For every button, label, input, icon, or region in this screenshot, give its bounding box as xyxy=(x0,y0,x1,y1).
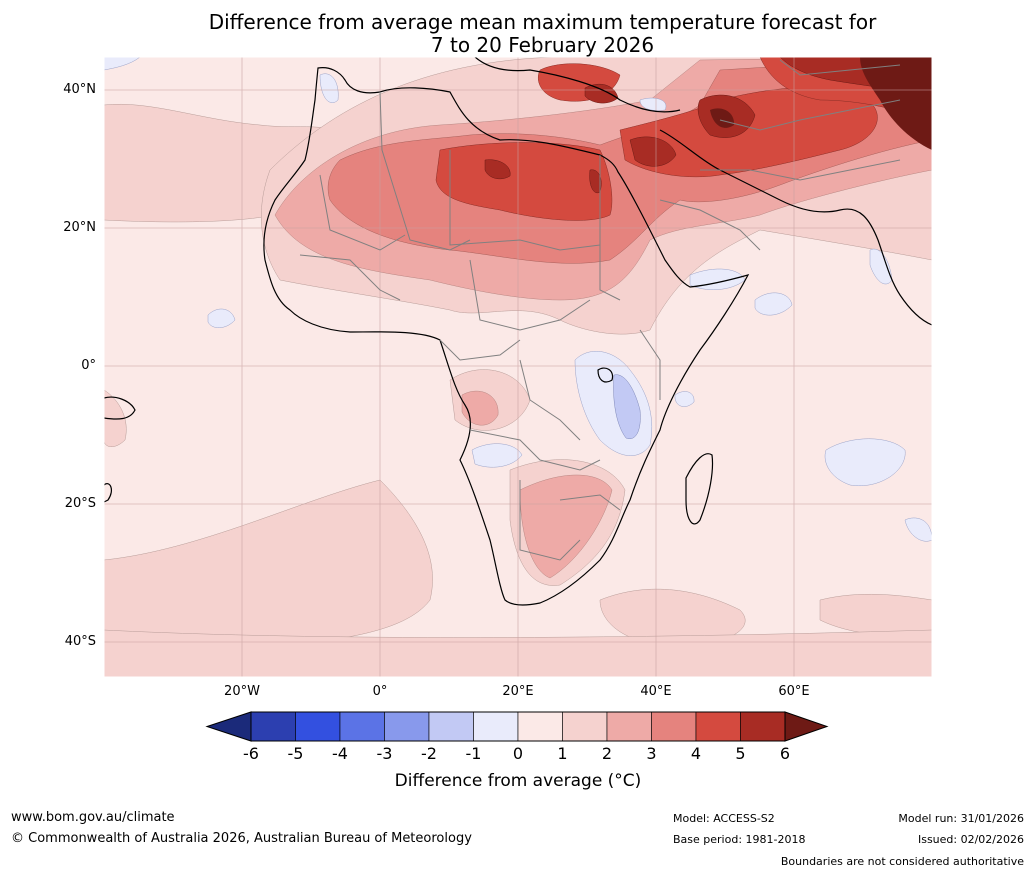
lat-label-40n: 40°N xyxy=(63,82,96,97)
lon-label-0: 0° xyxy=(372,684,388,699)
colorbar-swatch xyxy=(295,711,341,742)
footer-disclaimer: Boundaries are not considered authoritat… xyxy=(780,855,1024,868)
lat-label-20s: 20°S xyxy=(64,496,96,511)
map-frame xyxy=(103,56,933,678)
colorbar-swatch xyxy=(339,711,385,742)
colorbar-frame xyxy=(250,711,786,742)
footer-issued: Issued: 02/02/2026 xyxy=(917,833,1024,846)
colorbar-tick-label: 5 xyxy=(735,744,746,763)
graticule xyxy=(104,57,932,677)
colorbar-tick-label: 4 xyxy=(690,744,702,763)
colorbar-swatch xyxy=(695,711,741,742)
lon-label-20w: 20°W xyxy=(224,684,260,699)
colorbar-swatch xyxy=(740,711,786,742)
colorbar-swatch xyxy=(384,711,430,742)
lon-label-20e: 20°E xyxy=(502,684,534,699)
anomaly-band-above-6 xyxy=(710,57,932,150)
lat-label-40s: 40°S xyxy=(64,634,96,649)
colorbar-tick-label: 6 xyxy=(779,744,791,763)
colorbar-tick-label: 2 xyxy=(601,744,613,763)
colorbar-swatch xyxy=(517,711,563,742)
colorbar-tick-label: -5 xyxy=(287,744,304,763)
map-title-line1: Difference from average mean maximum tem… xyxy=(208,10,877,34)
colorbar-arrow-high xyxy=(784,711,829,742)
anomaly-band-minus2-minus1 xyxy=(613,374,641,440)
colorbar-swatch xyxy=(428,711,474,742)
lon-label-40e: 40°E xyxy=(640,684,672,699)
colorbar-tick-label: -1 xyxy=(465,744,482,763)
colorbar-tick-label: 1 xyxy=(557,744,568,763)
colorbar-tick-label: -2 xyxy=(421,744,437,763)
footer-website[interactable]: www.bom.gov.au/climate xyxy=(11,810,175,825)
footer-model-run: Model run: 31/01/2026 xyxy=(898,812,1024,825)
colorbar-swatch xyxy=(606,711,652,742)
colorbar-tick-label: -3 xyxy=(376,744,393,763)
colorbar-swatch xyxy=(562,711,608,742)
country-borders xyxy=(299,59,901,561)
colorbar-tick-label: -6 xyxy=(243,744,259,763)
map-title-line2: 7 to 20 February 2026 xyxy=(430,33,655,57)
colorbar-swatch xyxy=(250,711,296,742)
colorbar-tick-label: 3 xyxy=(646,744,657,763)
colorbar-arrow-low xyxy=(205,711,252,742)
footer-model: Model: ACCESS-S2 xyxy=(673,812,775,825)
footer-copyright: © Commonwealth of Australia 2026, Austra… xyxy=(11,831,472,846)
lon-label-60e: 60°E xyxy=(778,684,810,699)
colorbar-swatch xyxy=(651,711,697,742)
lat-label-20n: 20°N xyxy=(63,220,96,235)
lat-label-equator: 0° xyxy=(81,358,96,373)
legend-label: Difference from average (°C) xyxy=(394,771,642,791)
colorbar-swatch xyxy=(473,711,519,742)
footer-base-period: Base period: 1981-2018 xyxy=(673,833,806,846)
colorbar-tick-label: 0 xyxy=(512,744,524,763)
colorbar-tick-label: -4 xyxy=(332,744,348,763)
